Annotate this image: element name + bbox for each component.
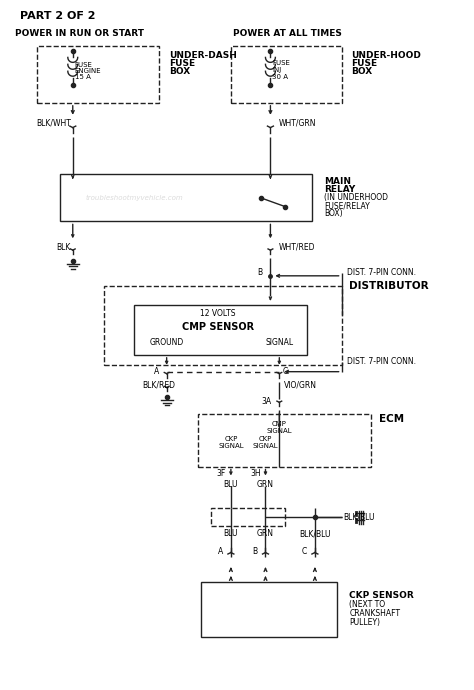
Text: B: B [253,547,257,556]
Text: ECM: ECM [379,414,404,424]
Text: BOX: BOX [351,67,373,76]
Text: WHT/GRN: WHT/GRN [278,118,316,127]
Text: GRN: GRN [257,529,274,538]
Text: SIGNAL: SIGNAL [266,428,292,434]
Text: CKP: CKP [259,436,272,442]
Text: CKP SENSOR: CKP SENSOR [349,591,414,600]
Text: UNDER-DASH: UNDER-DASH [169,51,237,60]
Text: C: C [302,547,307,556]
Text: RELAY: RELAY [324,186,355,195]
Text: (NEXT TO: (NEXT TO [349,600,386,609]
Text: 3A: 3A [261,397,272,406]
Text: A: A [218,547,223,556]
Text: MAIN: MAIN [324,177,351,186]
Text: 3F: 3F [217,469,226,478]
Text: FUSE: FUSE [273,60,290,66]
Text: BLK/BLU: BLK/BLU [344,513,375,522]
Text: FUSE: FUSE [169,59,195,68]
Text: DIST. 7-PIN CONN.: DIST. 7-PIN CONN. [346,268,416,277]
Text: DISTRIBUTOR: DISTRIBUTOR [349,281,429,290]
Text: INJ: INJ [273,67,282,73]
Text: PULLEY): PULLEY) [349,618,381,627]
Text: VIO/GRN: VIO/GRN [284,380,317,389]
Text: BLK/WHT: BLK/WHT [36,118,71,127]
Text: FUSE/RELAY: FUSE/RELAY [324,201,370,210]
Text: 3H: 3H [250,469,261,478]
Text: GRN: GRN [257,480,274,489]
Text: CMP SENSOR: CMP SENSOR [182,322,254,332]
Text: troubleshootmyvehicle.com: troubleshootmyvehicle.com [85,195,183,201]
Text: CKP: CKP [224,436,237,442]
Text: BOX: BOX [169,67,190,76]
Text: C: C [283,367,288,376]
Text: SIGNAL: SIGNAL [265,337,293,346]
Text: PART 2 OF 2: PART 2 OF 2 [20,11,96,21]
Text: BLK/RED: BLK/RED [142,380,175,389]
Text: BLK: BLK [56,243,71,252]
Text: POWER IN RUN OR START: POWER IN RUN OR START [15,29,144,38]
Text: SIGNAL: SIGNAL [218,443,244,448]
Text: SIGNAL: SIGNAL [253,443,278,448]
Text: BOX): BOX) [324,209,342,218]
Text: A: A [154,367,159,376]
Text: DIST. 7-PIN CONN.: DIST. 7-PIN CONN. [346,357,416,366]
Text: ENGINE: ENGINE [75,68,101,75]
Text: 15 A: 15 A [75,75,91,80]
Text: UNDER-HOOD: UNDER-HOOD [351,51,421,60]
Text: BLU: BLU [224,529,238,538]
Text: (IN UNDERHOOD: (IN UNDERHOOD [324,193,388,202]
Text: FUSE: FUSE [351,59,378,68]
Text: BLK/BLU: BLK/BLU [299,529,331,538]
Text: CRANKSHAFT: CRANKSHAFT [349,609,401,618]
Text: WHT/RED: WHT/RED [278,243,315,252]
Text: BLU: BLU [224,480,238,489]
Text: POWER AT ALL TIMES: POWER AT ALL TIMES [233,29,342,38]
Text: FUSE: FUSE [75,62,92,68]
Text: B: B [257,268,263,277]
Text: 30 A: 30 A [273,75,288,80]
Text: CMP: CMP [272,421,287,427]
Text: 12 VOLTS: 12 VOLTS [201,309,236,318]
Text: GROUND: GROUND [149,337,184,346]
